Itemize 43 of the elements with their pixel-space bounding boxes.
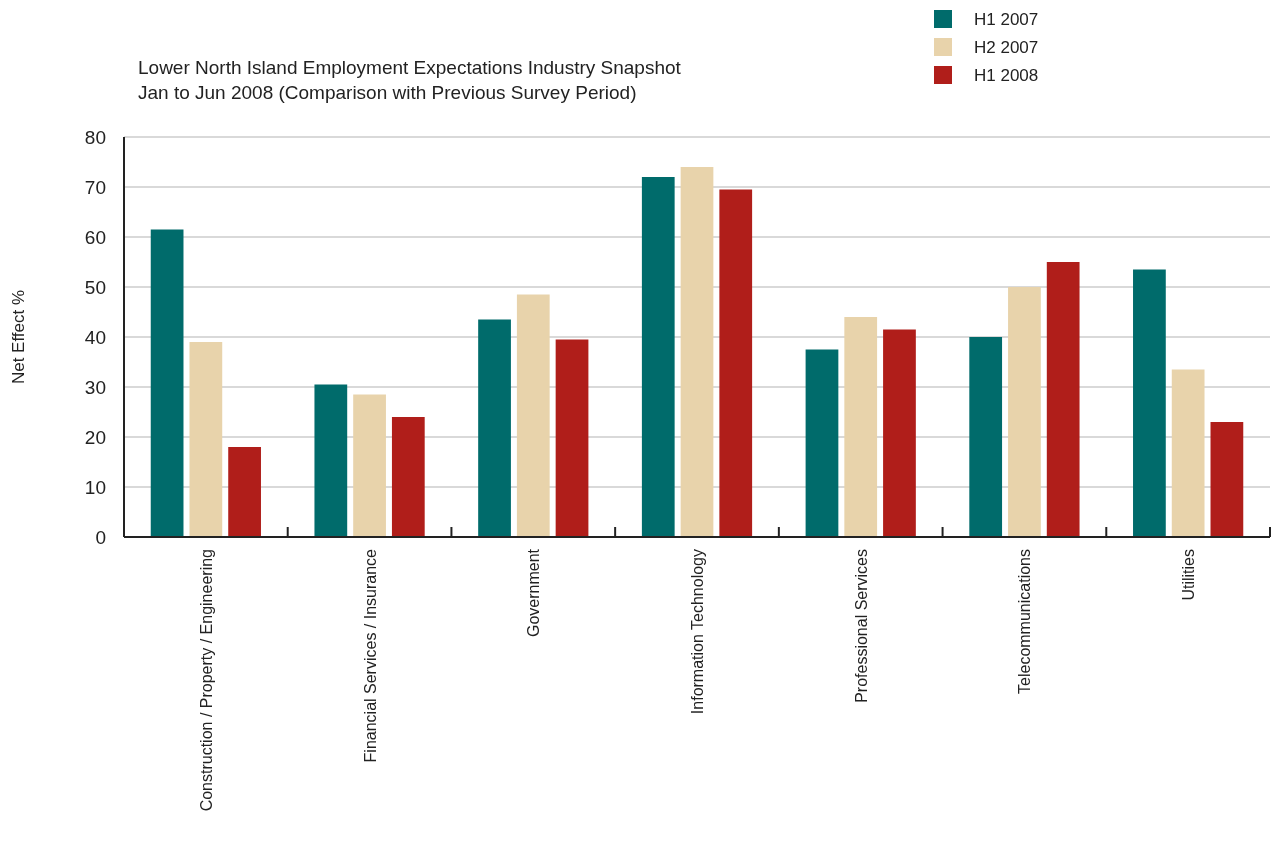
bar: [1133, 269, 1166, 537]
legend-label: H1 2007: [974, 9, 1039, 29]
bar: [228, 447, 261, 537]
chart-title: Lower North Island Employment Expectations Industry Snapshot: [138, 57, 682, 78]
bar: [1171, 369, 1205, 537]
bar: [844, 317, 878, 537]
y-tick-label: 0: [95, 526, 106, 548]
y-tick-label: 60: [84, 226, 106, 248]
bar: [1046, 262, 1080, 537]
x-tick-label: Utilities: [1180, 549, 1198, 601]
y-tick-label: 40: [84, 326, 106, 348]
bar: [1008, 287, 1041, 537]
legend-label: H1 2008: [974, 65, 1039, 85]
y-axis-title: Net Effect %: [9, 289, 28, 385]
bar: [1210, 422, 1244, 537]
y-tick-label: 10: [84, 476, 106, 498]
bar: [555, 339, 589, 537]
bar: [883, 329, 916, 537]
legend-label: H2 2007: [974, 37, 1039, 57]
bar: [478, 319, 511, 537]
bar: [314, 384, 348, 537]
x-tick-label: Financial Services / Insurance: [361, 548, 379, 763]
y-tick-label: 20: [84, 426, 106, 448]
bar: [189, 342, 223, 537]
x-tick-label: Government: [525, 548, 543, 638]
x-tick-label: Professional Services: [852, 549, 870, 703]
bar: [353, 394, 386, 537]
y-tick-label: 50: [84, 276, 106, 298]
chart-subtitle: Jan to Jun 2008 (Comparison with Previous Survey Period): [138, 82, 637, 103]
bar: [680, 167, 714, 537]
bar: [641, 177, 675, 537]
bar: [805, 349, 839, 537]
x-tick-label: Telecommunications: [1016, 549, 1034, 694]
y-tick-label: 30: [84, 376, 106, 398]
bar: [719, 189, 753, 537]
y-tick-label: 80: [84, 126, 106, 148]
y-tick-label: 70: [84, 176, 106, 198]
x-tick-label: Information Technology: [689, 549, 706, 715]
bar: [969, 337, 1003, 537]
x-tick-label: Construction / Property / Engineering: [197, 549, 215, 812]
bar: [516, 294, 550, 537]
bar: [391, 417, 425, 537]
bar: [150, 229, 184, 537]
